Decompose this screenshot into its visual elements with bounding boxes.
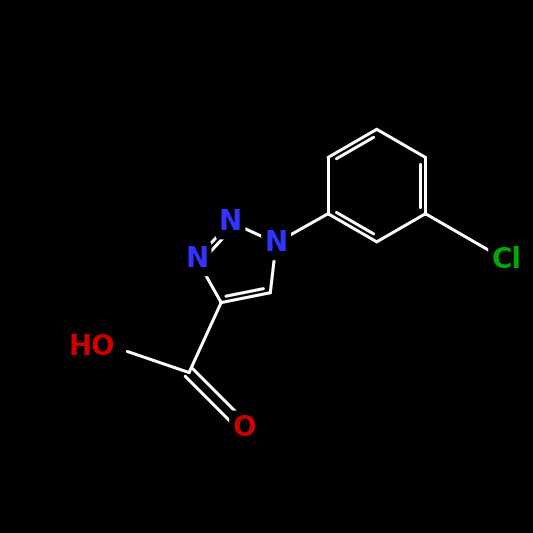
Text: Cl: Cl bbox=[491, 246, 521, 274]
Text: N: N bbox=[219, 208, 242, 236]
Text: HO: HO bbox=[68, 333, 115, 361]
Text: N: N bbox=[264, 229, 288, 257]
Text: N: N bbox=[185, 245, 208, 273]
Text: O: O bbox=[232, 414, 256, 442]
